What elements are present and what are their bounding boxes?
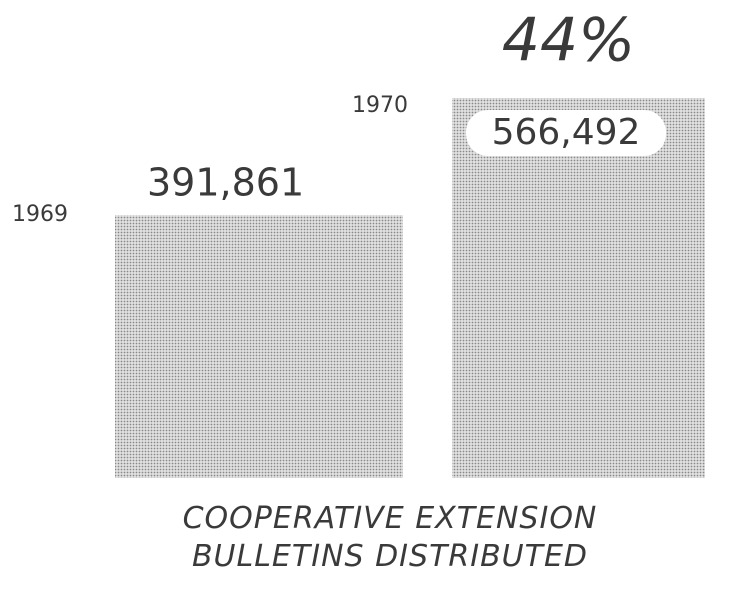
category-label: 1970 [352, 93, 408, 118]
bar [452, 98, 705, 478]
label-box [466, 110, 666, 156]
annotation: 44% [502, 6, 635, 76]
chart: 1969 391,861 1970 566,492 44% [12, 6, 705, 478]
value-label: 391,861 [147, 161, 304, 205]
bar [115, 215, 403, 478]
chart-title: COOPERATIVE EXTENSION BULLETINS DISTRIBU… [182, 501, 598, 574]
value-label: 566,492 [492, 112, 641, 153]
category-label: 1969 [12, 202, 68, 227]
